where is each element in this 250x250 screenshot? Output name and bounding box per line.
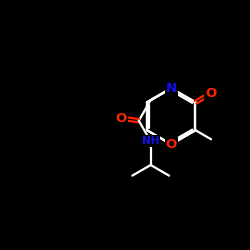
- Text: N: N: [166, 82, 177, 95]
- Text: NH: NH: [142, 136, 160, 146]
- Text: O: O: [166, 138, 177, 151]
- Text: O: O: [206, 87, 217, 100]
- Text: O: O: [116, 112, 127, 125]
